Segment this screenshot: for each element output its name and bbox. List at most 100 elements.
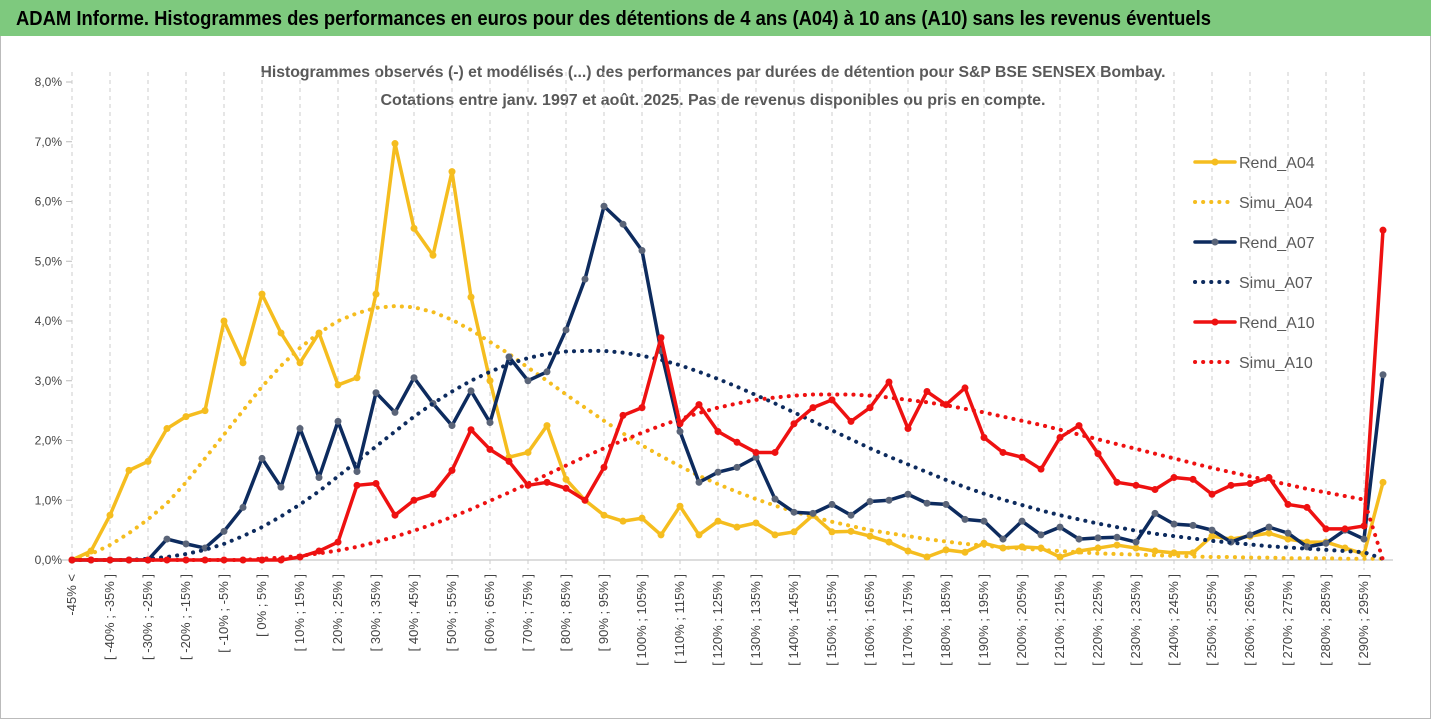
- x-tick-label: [ 100% ; 105% ]: [634, 574, 649, 666]
- series-marker: [961, 548, 969, 556]
- x-tick-label: [ 130% ; 135% ]: [748, 574, 763, 666]
- series-line: [70, 204, 1385, 562]
- legend-label: Rend_A07: [1239, 235, 1315, 252]
- series-marker: [562, 484, 570, 492]
- x-tick-label: [ 30% ; 35% ]: [368, 574, 383, 651]
- series-marker: [1227, 481, 1235, 489]
- x-tick-label: [ -30% ; -25% ]: [140, 574, 155, 660]
- series-marker: [942, 500, 950, 508]
- series-marker: [847, 511, 855, 519]
- series-marker: [657, 531, 665, 539]
- series-marker: [1360, 522, 1368, 530]
- series-marker: [923, 553, 931, 561]
- series-marker: [733, 463, 741, 471]
- series-marker: [847, 527, 855, 535]
- series-marker: [1360, 535, 1368, 543]
- series-marker: [638, 246, 646, 254]
- series-marker: [1037, 465, 1045, 473]
- series-marker: [1265, 529, 1273, 537]
- series-marker: [885, 538, 893, 546]
- series-marker: [1037, 531, 1045, 539]
- series-marker: [923, 388, 931, 396]
- series-marker: [1056, 523, 1064, 531]
- series-marker: [486, 445, 494, 453]
- series-marker: [315, 474, 323, 482]
- series-marker: [752, 519, 760, 527]
- legend-marker: [1211, 158, 1219, 166]
- series-marker: [733, 523, 741, 531]
- series-marker: [1075, 535, 1083, 543]
- x-tick-label: [ 250% ; 255% ]: [1204, 574, 1219, 666]
- series-line: [70, 348, 1385, 562]
- series-marker: [942, 546, 950, 554]
- series-marker: [505, 353, 513, 361]
- series-marker: [372, 290, 380, 298]
- x-tick-label: [ 60% ; 65% ]: [482, 574, 497, 651]
- series-marker: [543, 422, 551, 430]
- series-marker: [1284, 529, 1292, 537]
- series-marker: [562, 326, 570, 334]
- series-marker: [1189, 521, 1197, 529]
- series-marker: [695, 401, 703, 409]
- series-marker: [486, 419, 494, 427]
- series-marker: [277, 483, 285, 491]
- series-marker: [543, 368, 551, 376]
- x-tick-label: [ 180% ; 185% ]: [938, 574, 953, 666]
- series-marker: [334, 538, 342, 546]
- series-marker: [163, 425, 171, 433]
- chart-subtitle: Cotations entre janv. 1997 et août. 2025…: [381, 92, 1046, 109]
- legend-marker: [1211, 318, 1219, 326]
- series-marker: [448, 422, 456, 430]
- series-marker: [695, 478, 703, 486]
- series-marker: [429, 490, 437, 498]
- series-marker: [372, 389, 380, 397]
- series-marker: [182, 413, 190, 421]
- series-marker: [828, 528, 836, 536]
- y-tick-label: 6,0%: [35, 195, 63, 209]
- series-marker: [486, 377, 494, 385]
- series-marker: [866, 404, 874, 412]
- chart-title: ADAM Informe. Histogrammes des performan…: [16, 8, 1211, 30]
- series-marker: [1018, 517, 1026, 525]
- series-marker: [334, 417, 342, 425]
- series-marker: [144, 457, 152, 465]
- x-tick-label: [ -40% ; -35% ]: [102, 574, 117, 660]
- series-marker: [1170, 520, 1178, 528]
- series-marker: [353, 468, 361, 476]
- series-marker: [866, 532, 874, 540]
- series-marker: [942, 401, 950, 409]
- series-marker: [771, 495, 779, 503]
- series-marker: [1379, 226, 1387, 234]
- y-tick-label: 8,0%: [35, 75, 63, 89]
- legend-marker: [1211, 238, 1219, 246]
- series-marker: [752, 448, 760, 456]
- series-marker: [600, 463, 608, 471]
- series-marker: [1322, 539, 1330, 547]
- x-tick-label: [ -20% ; -15% ]: [178, 574, 193, 660]
- series-marker: [790, 420, 798, 428]
- x-tick-label: [ 160% ; 165% ]: [862, 574, 877, 666]
- series-marker: [429, 251, 437, 259]
- series-marker: [1208, 526, 1216, 534]
- series-marker: [1132, 481, 1140, 489]
- title-band: [0, 0, 1431, 36]
- x-tick-label: [ 110% ; 115% ]: [672, 574, 687, 664]
- x-tick-label: [ 270% ; 275% ]: [1280, 574, 1295, 666]
- series-marker: [809, 509, 817, 517]
- x-tick-label: [ 230% ; 235% ]: [1128, 574, 1143, 666]
- series-marker: [87, 547, 95, 555]
- series-marker: [980, 517, 988, 525]
- series-marker: [524, 377, 532, 385]
- series-marker: [1094, 450, 1102, 458]
- x-tick-label: [ 50% ; 55% ]: [444, 574, 459, 651]
- series-marker: [619, 220, 627, 228]
- x-tick-label: [ 260% ; 265% ]: [1242, 574, 1257, 666]
- series-marker: [714, 428, 722, 436]
- series-marker: [144, 556, 152, 564]
- series-marker: [828, 396, 836, 404]
- series-marker: [391, 408, 399, 416]
- series-marker: [467, 387, 475, 395]
- series-marker: [410, 496, 418, 504]
- series-marker: [1208, 532, 1216, 540]
- x-tick-label: [ 90% ; 95% ]: [596, 574, 611, 651]
